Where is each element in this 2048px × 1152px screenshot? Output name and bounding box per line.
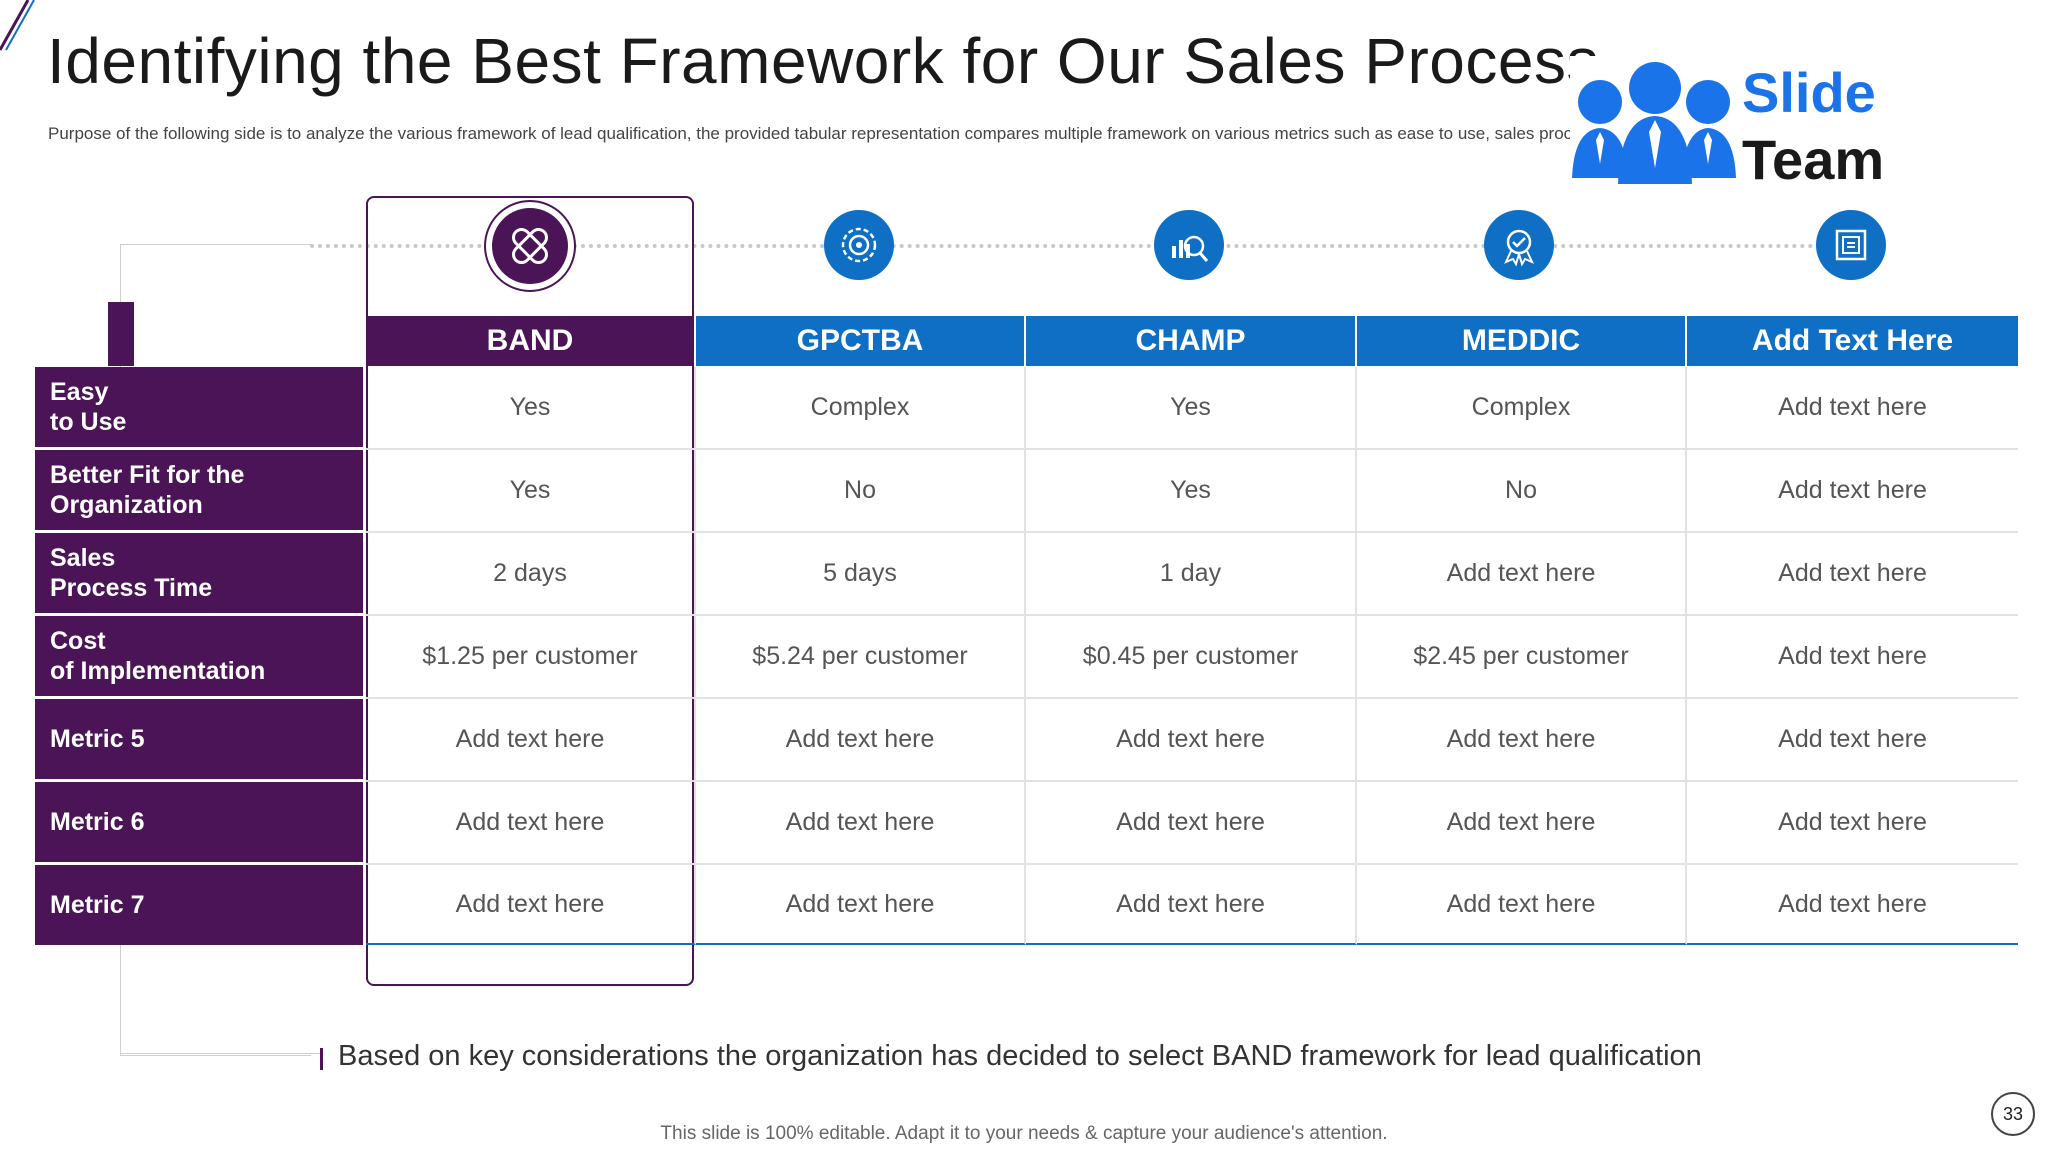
row-label-better-fit: Better Fit for the Organization — [35, 450, 363, 533]
table-cell: Yes — [366, 450, 696, 533]
table-cell: $2.45 per customer — [1357, 616, 1687, 699]
table-cell: Complex — [1357, 367, 1687, 450]
table-cell: Add text here — [366, 865, 696, 945]
table-cell: Yes — [1026, 367, 1357, 450]
table-cell: Yes — [1026, 450, 1357, 533]
slideteam-logo: Slide Team — [1570, 56, 1900, 190]
row-label-text: Metric 7 — [50, 891, 145, 919]
row-label-text: Better Fit for the Organization — [50, 461, 245, 519]
gear-target-icon — [824, 210, 894, 280]
bandage-icon — [484, 200, 576, 292]
row-label-metric-7: Metric 7 — [35, 865, 363, 945]
row-label-cost: Cost of Implementation — [35, 616, 363, 699]
row-label-text: Metric 5 — [50, 725, 145, 753]
table-cell: $1.25 per customer — [366, 616, 696, 699]
table-cell: Add text here — [1687, 699, 2018, 782]
band-column-highlight — [366, 196, 694, 986]
table-cell: Add text here — [1357, 782, 1687, 865]
table-cell: $5.24 per customer — [696, 616, 1026, 699]
row-label-text: Sales Process Time — [50, 544, 213, 602]
table-cell: 5 days — [696, 533, 1026, 616]
footer-note: This slide is 100% editable. Adapt it to… — [660, 1123, 1388, 1144]
table-cell: Add text here — [1687, 367, 2018, 450]
table-cell: Add text here — [366, 699, 696, 782]
table-cell: Add text here — [1687, 450, 2018, 533]
row-label-easy-to-use: Easy to Use — [35, 367, 363, 450]
conclusion-connector — [121, 1053, 320, 1054]
row-label-text: Cost of Implementation — [50, 627, 266, 685]
table-cell: No — [1357, 450, 1687, 533]
award-badge-icon — [1484, 210, 1554, 280]
table-cell: Add text here — [1357, 699, 1687, 782]
column-header-gpctba: GPCTBA — [696, 316, 1026, 366]
page-number: 33 — [1991, 1092, 2035, 1136]
table-cell: Add text here — [1687, 533, 2018, 616]
table-cell: Yes — [366, 367, 696, 450]
row-label-metric-5: Metric 5 — [35, 699, 363, 782]
conclusion-text: Based on key considerations the organiza… — [338, 1040, 1702, 1072]
table-cell: Add text here — [1357, 865, 1687, 945]
logo-text-slide: Slide — [1742, 61, 1876, 124]
table-cell: Add text here — [1357, 533, 1687, 616]
chart-magnifier-icon — [1154, 210, 1224, 280]
table-cell: $0.45 per customer — [1026, 616, 1357, 699]
logo-text-team: Team — [1742, 128, 1885, 191]
table-cell: Add text here — [696, 699, 1026, 782]
table-cell: Add text here — [366, 782, 696, 865]
table-cell: Add text here — [1026, 782, 1357, 865]
column-header-champ: CHAMP — [1026, 316, 1357, 366]
corner-accent-line — [0, 0, 35, 51]
table-cell: Add text here — [1026, 699, 1357, 782]
column-header-band: BAND — [366, 316, 696, 366]
row-label-metric-6: Metric 6 — [35, 782, 363, 865]
conclusion-marker — [320, 1048, 323, 1070]
row-label-sales-process-time: Sales Process Time — [35, 533, 363, 616]
slide-title: Identifying the Best Framework for Our S… — [47, 25, 1599, 97]
dotted-connector — [310, 244, 1870, 248]
table-cell: Complex — [696, 367, 1026, 450]
column-header-meddic: MEDDIC — [1357, 316, 1687, 366]
table-cell: Add text here — [696, 782, 1026, 865]
document-frame-icon — [1816, 210, 1886, 280]
row-label-text: Easy to Use — [50, 378, 127, 436]
table-cell: Add text here — [1687, 782, 2018, 865]
table-cell: Add text here — [1687, 616, 2018, 699]
table-cell: Add text here — [1687, 865, 2018, 945]
table-cell: No — [696, 450, 1026, 533]
row-label-text: Metric 6 — [50, 808, 145, 836]
column-header-add-text: Add Text Here — [1687, 316, 2018, 366]
table-cell: 1 day — [1026, 533, 1357, 616]
table-cell: Add text here — [1026, 865, 1357, 945]
purple-accent-tab — [108, 302, 134, 366]
slide-subtitle: Purpose of the following side is to anal… — [48, 124, 1668, 143]
team-people-icon — [1572, 62, 1736, 184]
table-cell: 2 days — [366, 533, 696, 616]
table-cell: Add text here — [696, 865, 1026, 945]
